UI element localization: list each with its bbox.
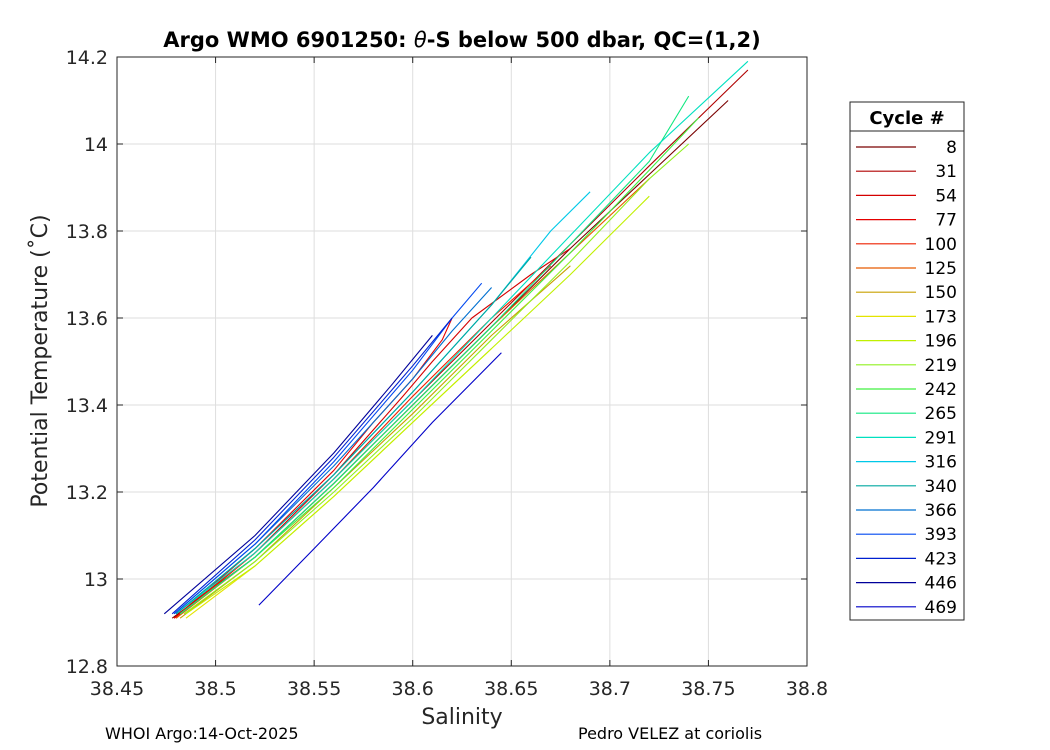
legend-label-469: 469: [925, 598, 957, 618]
x-tick-label: 38.5: [194, 678, 236, 700]
legend-label-316: 316: [925, 453, 957, 473]
y-tick-label: 13.8: [66, 221, 108, 243]
x-tick-label: 38.45: [90, 678, 144, 700]
y-tick-label: 13.4: [66, 395, 108, 417]
y-axis-label: Potential Temperature (˚C): [28, 214, 53, 507]
legend-label-340: 340: [925, 477, 957, 497]
x-tick-label: 38.75: [681, 678, 735, 700]
plot-area: [117, 57, 807, 666]
x-axis-label: Salinity: [421, 705, 502, 730]
series-line-469: [258, 352, 502, 606]
series-line-393: [173, 282, 483, 615]
series-line-219: [183, 143, 690, 615]
y-tick-label: 14: [84, 134, 108, 156]
series-line-291: [175, 60, 749, 615]
series-line-265: [179, 95, 690, 615]
ticks: 38.45 38.5 38.55 38.6 38.65 38.7 38.75 38.8 12.8…: [66, 47, 828, 700]
plot-frame: [116, 56, 808, 667]
x-tick-label: 38.7: [589, 678, 631, 700]
y-tick-label: 13.2: [66, 482, 108, 504]
chart-title: Argo WMO 6901250: θ-S below 500 dbar, QC…: [163, 28, 760, 52]
series-line-196: [185, 195, 650, 615]
y-tick-label: 14.2: [66, 47, 108, 69]
legend-label-393: 393: [925, 525, 957, 545]
y-tick-label: 12.8: [66, 656, 108, 678]
legend-label-77: 77: [935, 211, 957, 231]
legend-label-423: 423: [925, 549, 957, 569]
x-tick-label: 38.8: [786, 678, 828, 700]
x-tick-label: 38.6: [392, 678, 434, 700]
legend-label-196: 196: [925, 332, 957, 352]
series-line-100: [175, 265, 552, 619]
legend-title: Cycle #: [869, 108, 944, 129]
legend-label-446: 446: [925, 574, 957, 594]
legend-label-100: 100: [925, 235, 957, 255]
legend-items: 8 31 54 77 100 125 150 173 196 219 242 265 291 316 340…: [856, 138, 957, 618]
series-line-340: [175, 256, 532, 615]
legend-label-173: 173: [925, 307, 957, 327]
legend-label-242: 242: [925, 380, 957, 400]
series-line-423: [171, 317, 453, 615]
x-tick-label: 38.65: [484, 678, 538, 700]
legend-label-125: 125: [925, 259, 957, 279]
footer-right: Pedro VELEZ at coriolis: [578, 724, 763, 743]
y-tick-label: 13.6: [66, 308, 108, 330]
legend-label-265: 265: [925, 404, 957, 424]
legend-label-8: 8: [946, 138, 957, 158]
legend-label-219: 219: [925, 356, 957, 376]
legend-label-150: 150: [925, 283, 957, 303]
x-tick-label: 38.55: [287, 678, 341, 700]
legend-label-291: 291: [925, 428, 957, 448]
series-line-446: [163, 335, 433, 615]
legend-label-366: 366: [925, 501, 957, 521]
legend-label-31: 31: [935, 162, 957, 182]
y-tick-label: 13: [84, 569, 108, 591]
legend-label-54: 54: [935, 186, 957, 206]
footer-left: WHOI Argo:14-Oct-2025: [105, 724, 299, 743]
grid: [116, 56, 808, 667]
legend: Cycle # 8 31 54 77 100 125 150 173 196 219 242 265 2…: [849, 101, 965, 621]
series-group: [163, 60, 749, 619]
